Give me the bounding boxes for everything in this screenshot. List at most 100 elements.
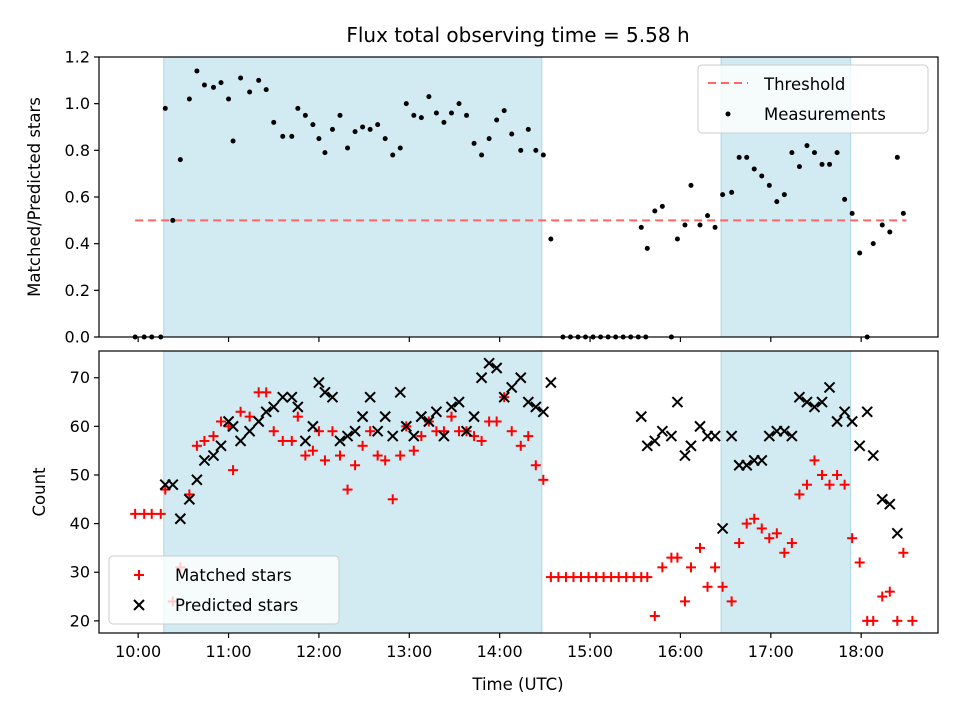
matched-star-point	[515, 440, 526, 451]
matched-star-point	[286, 435, 297, 446]
predicted-star-point	[341, 430, 354, 442]
measurement-point	[789, 150, 795, 156]
measurement-point	[688, 182, 694, 188]
matched-star-point	[824, 479, 835, 490]
legend-measurement-swatch	[725, 111, 731, 117]
predicted-star-point	[423, 415, 435, 428]
measurement-point	[345, 145, 351, 151]
measurement-point	[302, 112, 308, 118]
predicted-star-point	[838, 406, 851, 418]
matched-star-point	[710, 562, 721, 573]
predicted-star-point	[876, 493, 888, 506]
measurement-point	[518, 147, 524, 153]
predicted-star-point	[831, 415, 843, 428]
measurement-point	[766, 182, 772, 188]
matched-star-point	[847, 533, 858, 544]
measurement-point	[494, 117, 500, 123]
predicted-star-point	[286, 391, 298, 403]
measurement-point	[418, 115, 424, 121]
measurement-point	[744, 154, 750, 160]
predicted-star-point	[506, 381, 518, 394]
measurement-point	[705, 213, 711, 219]
predicted-star-point	[371, 425, 384, 437]
matched-star-point	[438, 426, 449, 437]
predicted-star-point	[846, 415, 858, 428]
matched-star-point	[191, 440, 202, 451]
x-axis-label: Time (UTC)	[471, 675, 563, 694]
predicted-star-point	[243, 425, 256, 437]
predicted-star-point	[694, 420, 706, 433]
matched-star-point	[335, 450, 346, 461]
measurement-point	[501, 108, 507, 114]
measurement-point	[781, 192, 787, 198]
predicted-star-point	[260, 406, 272, 418]
measurement-point	[796, 164, 802, 170]
predicted-star-point	[786, 430, 798, 442]
predicted-star-point	[709, 430, 721, 442]
predicted-star-point	[756, 454, 768, 467]
matched-star-point	[685, 562, 696, 573]
measurement-point	[811, 150, 817, 156]
measurement-point	[247, 89, 253, 95]
top-y-tick-label: 1.2	[65, 48, 90, 67]
measurement-point	[194, 68, 200, 74]
matched-star-point	[380, 455, 391, 466]
matched-star-point	[476, 435, 487, 446]
matched-star-point	[672, 552, 683, 563]
matched-star-point	[261, 387, 272, 398]
measurement-point	[210, 84, 216, 90]
matched-star-point	[491, 416, 502, 427]
legend-box	[697, 64, 929, 134]
matched-star-point	[741, 518, 752, 529]
matched-star-point	[300, 450, 311, 461]
matched-star-point	[868, 615, 879, 626]
matched-star-point	[228, 465, 239, 476]
measurement-point	[186, 96, 192, 102]
measurement-point	[289, 133, 295, 139]
bottom-y-tick-label: 50	[70, 465, 90, 484]
x-tick-label: 10:00	[115, 642, 161, 661]
matched-star-point	[350, 460, 361, 471]
legend: Matched stars Predicted stars	[108, 555, 340, 625]
predicted-star-point	[861, 406, 873, 418]
predicted-star-point	[364, 391, 376, 403]
top-panel: 0.0 0.2 0.4 0.6 0.8 1.0 1.2 Threshold Measuremen…	[65, 48, 939, 347]
measurement-point	[682, 222, 688, 228]
predicted-star-point	[468, 410, 480, 423]
predicted-star-point	[191, 474, 203, 486]
measurement-point	[263, 87, 269, 93]
predicted-star-point	[808, 401, 821, 413]
matched-star-point	[408, 445, 419, 456]
measurement-point	[310, 122, 316, 128]
predicted-star-point	[884, 498, 896, 510]
measurement-point	[834, 150, 840, 156]
matched-star-point	[717, 581, 728, 592]
predicted-star-point	[356, 410, 369, 423]
top-y-tick-label: 0.8	[65, 141, 90, 160]
matched-star-point	[734, 538, 745, 549]
predicted-star-point	[635, 410, 647, 423]
predicted-star-point	[460, 425, 473, 437]
x-tick-label: 17:00	[748, 642, 794, 661]
predicted-star-point	[174, 513, 187, 525]
predicted-star-point	[326, 391, 339, 403]
measurement-point	[900, 210, 906, 216]
matched-star-point	[726, 596, 737, 607]
measurement-point	[226, 96, 232, 102]
measurement-point	[870, 241, 876, 247]
predicted-star-point	[475, 372, 488, 384]
matched-star-point	[779, 547, 790, 558]
measurement-point	[230, 138, 236, 144]
measurement-point	[842, 196, 848, 202]
matched-star-point	[642, 572, 653, 583]
predicted-star-point	[408, 430, 420, 442]
measurement-point	[403, 101, 409, 107]
measurement-point	[162, 105, 168, 111]
measurement-point	[177, 157, 183, 163]
measurement-point	[674, 236, 680, 242]
matched-star-point	[907, 615, 918, 626]
matched-star-point	[679, 596, 690, 607]
bottom-y-axis-label: Count	[30, 467, 49, 517]
matched-star-point	[877, 591, 888, 602]
matched-star-point	[235, 406, 246, 417]
